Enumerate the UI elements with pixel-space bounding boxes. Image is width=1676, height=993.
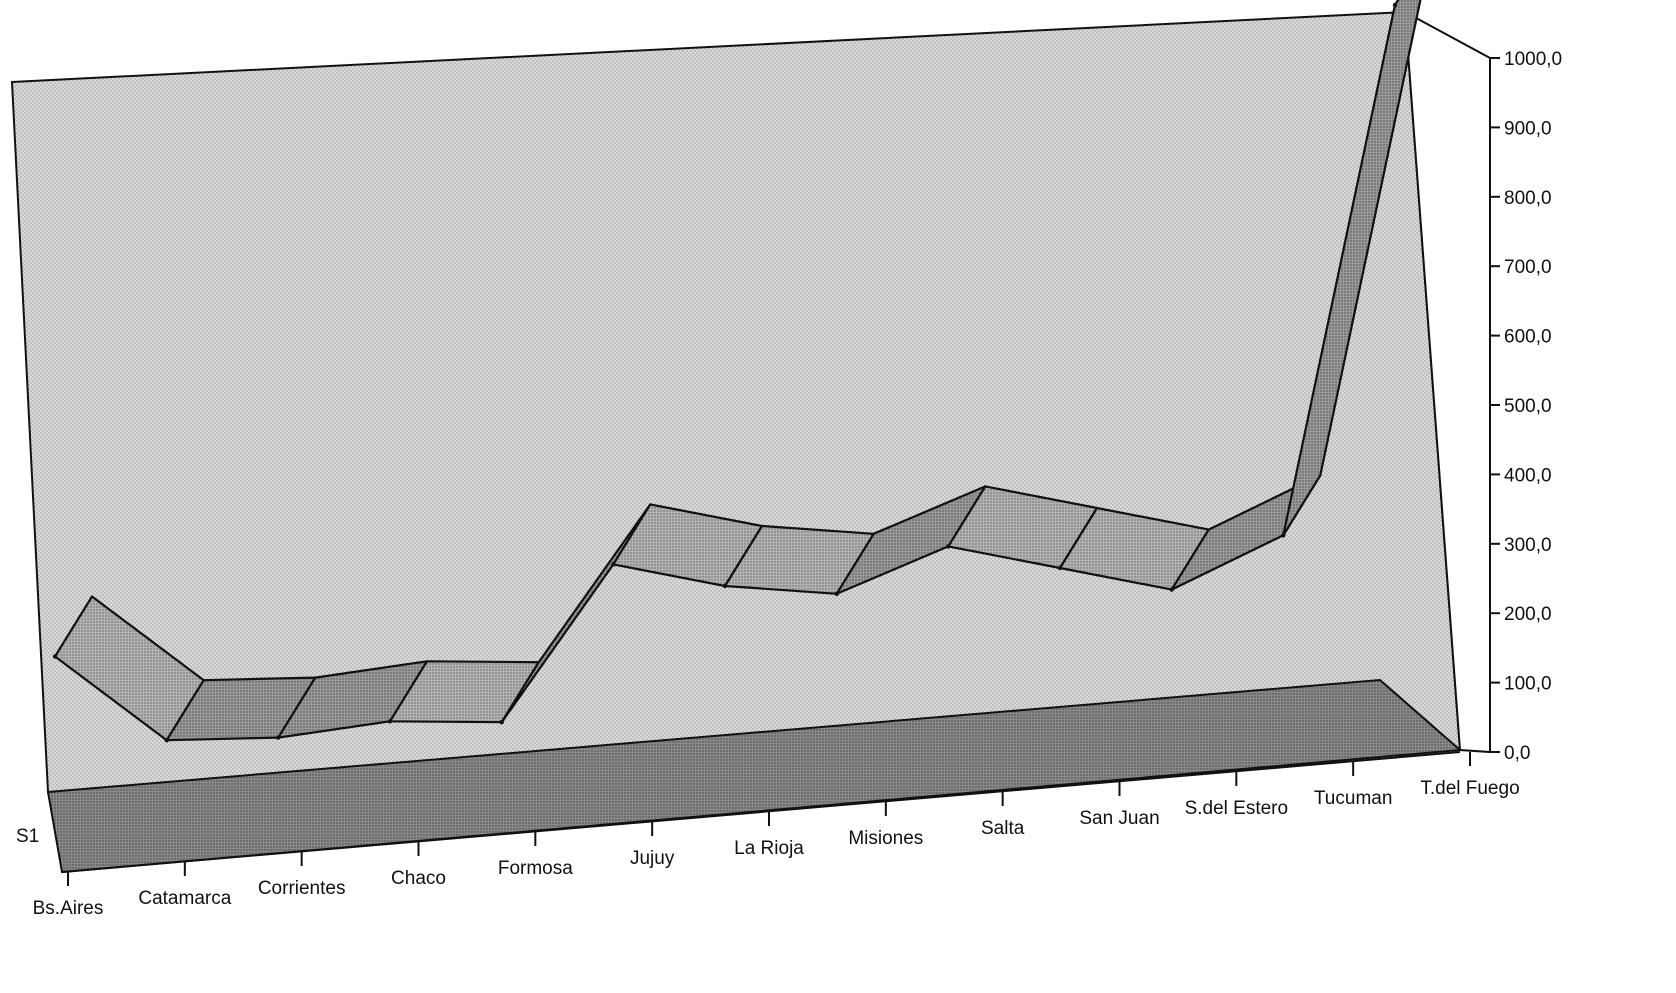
y-axis: 0,0 100,0 200,0 300,0 400,0 500,0 600,0 700,0 80… [1489,49,1562,764]
y-tick-label: 0,0 [1504,743,1530,764]
x-tick-label: Catamarca [138,888,231,909]
y-tick-label: 500,0 [1504,396,1552,417]
x-tick-label: La Rioja [734,838,804,859]
x-tick-label: Corrientes [258,878,346,899]
y-tick-label: 100,0 [1504,674,1552,695]
ribbon-segment [1282,0,1422,537]
x-tick-label: Jujuy [630,848,675,869]
x-tick-label: Formosa [498,858,573,879]
x-tick-label: Bs.Aires [33,898,104,919]
data-point [611,562,616,567]
data-point [1057,565,1063,571]
data-point [164,738,169,743]
data-point [276,735,281,740]
data-point [946,544,951,549]
y-tick-label: 600,0 [1504,327,1552,348]
data-point [387,719,393,724]
series-name-label: S1 [16,826,39,847]
x-tick-label: Chaco [391,868,446,889]
data-point [1169,587,1174,592]
x-tick-label: S.del Estero [1185,798,1289,819]
data-point [1281,533,1286,538]
y-tick-label: 900,0 [1504,118,1552,139]
data-point [52,654,58,659]
data-point [722,583,728,589]
y-tick-label: 1000,0 [1504,49,1562,70]
data-point [499,720,504,725]
x-tick-label: Misiones [848,828,923,849]
floor [46,678,1463,874]
series-label-group: S1 [16,826,39,847]
x-axis-line [61,751,1461,873]
series-ribbon [52,0,1422,743]
x-tick-label: T.del Fuego [1420,778,1519,799]
x-axis: Bs.Aires Catamarca Corrientes Chaco Formosa J… [33,751,1520,919]
data-point [834,591,839,596]
data-point [1392,2,1398,8]
x-tick-label: San Juan [1079,808,1159,829]
back-wall [10,10,1462,794]
y-tick-label: 400,0 [1504,465,1552,486]
x-tick-label: Tucuman [1314,788,1393,809]
y-tick-label: 700,0 [1504,257,1552,278]
chart-walls [10,10,1491,874]
y-tick-label: 800,0 [1504,188,1552,209]
y-tick-label: 300,0 [1504,535,1552,556]
y-tick-label: 200,0 [1504,604,1552,625]
x-tick-label: Salta [981,818,1025,839]
